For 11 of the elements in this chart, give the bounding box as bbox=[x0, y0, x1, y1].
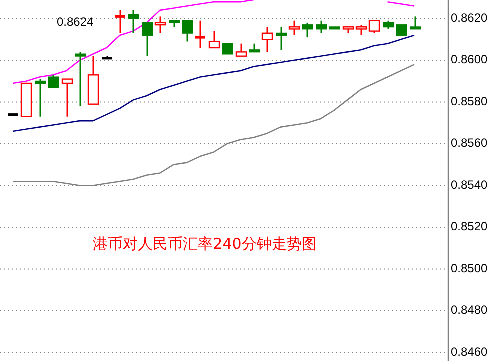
annotation: 0.8624 bbox=[57, 15, 94, 30]
y-tick-label: 0.8600 bbox=[451, 52, 488, 67]
y-tick-label: 0.8480 bbox=[451, 303, 488, 318]
y-tick-label: 0.8540 bbox=[451, 178, 488, 192]
y-tick-label: 0.8620 bbox=[451, 10, 488, 25]
y-tick-label: 0.8460 bbox=[451, 344, 488, 359]
y-tick-label: 0.8560 bbox=[451, 136, 488, 150]
y-tick-label: 0.8520 bbox=[451, 220, 488, 234]
title: 港币对人民币汇率240分钟走势图 bbox=[93, 235, 317, 254]
y-tick-label: 0.8580 bbox=[451, 94, 488, 108]
y-tick-label: 0.8500 bbox=[451, 261, 488, 276]
